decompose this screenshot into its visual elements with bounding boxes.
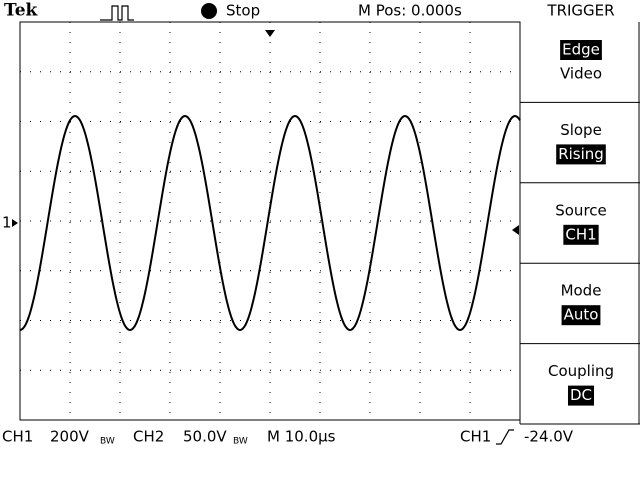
menu-highlight [561,305,601,326]
menu-highlight [556,144,606,165]
menu-highlight [563,224,599,245]
stop-icon [201,3,217,19]
acquire-icon [100,5,134,21]
brand: Tek [4,1,39,21]
ch2-label: CH2 [133,428,164,446]
menu-text: CH1 [565,225,596,243]
ch1-bw: BW [100,437,115,447]
menu-text: Rising [558,145,604,163]
ch2-bw: BW [233,437,248,447]
menu-text: Video [560,65,602,83]
ch2-scale: 50.0V [183,428,227,446]
menu-text: Source [555,201,607,219]
trigger-position-marker [265,30,275,37]
channel-marker: 1 [2,214,12,232]
rising-edge-icon [496,429,514,445]
menu-text: Coupling [548,362,614,380]
menu-highlight [567,385,595,406]
trigger-level-marker [512,225,519,235]
menu-panel: Edge Video Slope Rising Source CH1 Mode Auto Cou… [519,22,640,425]
position: M Pos: 0.000s [358,2,462,20]
menu-text: Mode [561,282,602,300]
trigger-level: -24.0V [524,428,574,446]
menu-text: Auto [564,306,599,324]
waveform [19,114,521,332]
menu-highlight [560,40,602,60]
ch1-scale: 200V [50,428,90,446]
menu-title: TRIGGER [546,2,614,20]
channel-arrow [12,219,18,227]
menu-text: Edge [562,41,600,59]
timebase: M 10.0µs [267,428,336,446]
menu-text: DC [570,386,592,404]
status: Stop [226,2,260,20]
trigger-source: CH1 [460,428,491,446]
ch1-label: CH1 [2,428,33,446]
menu-text: Slope [560,121,602,139]
